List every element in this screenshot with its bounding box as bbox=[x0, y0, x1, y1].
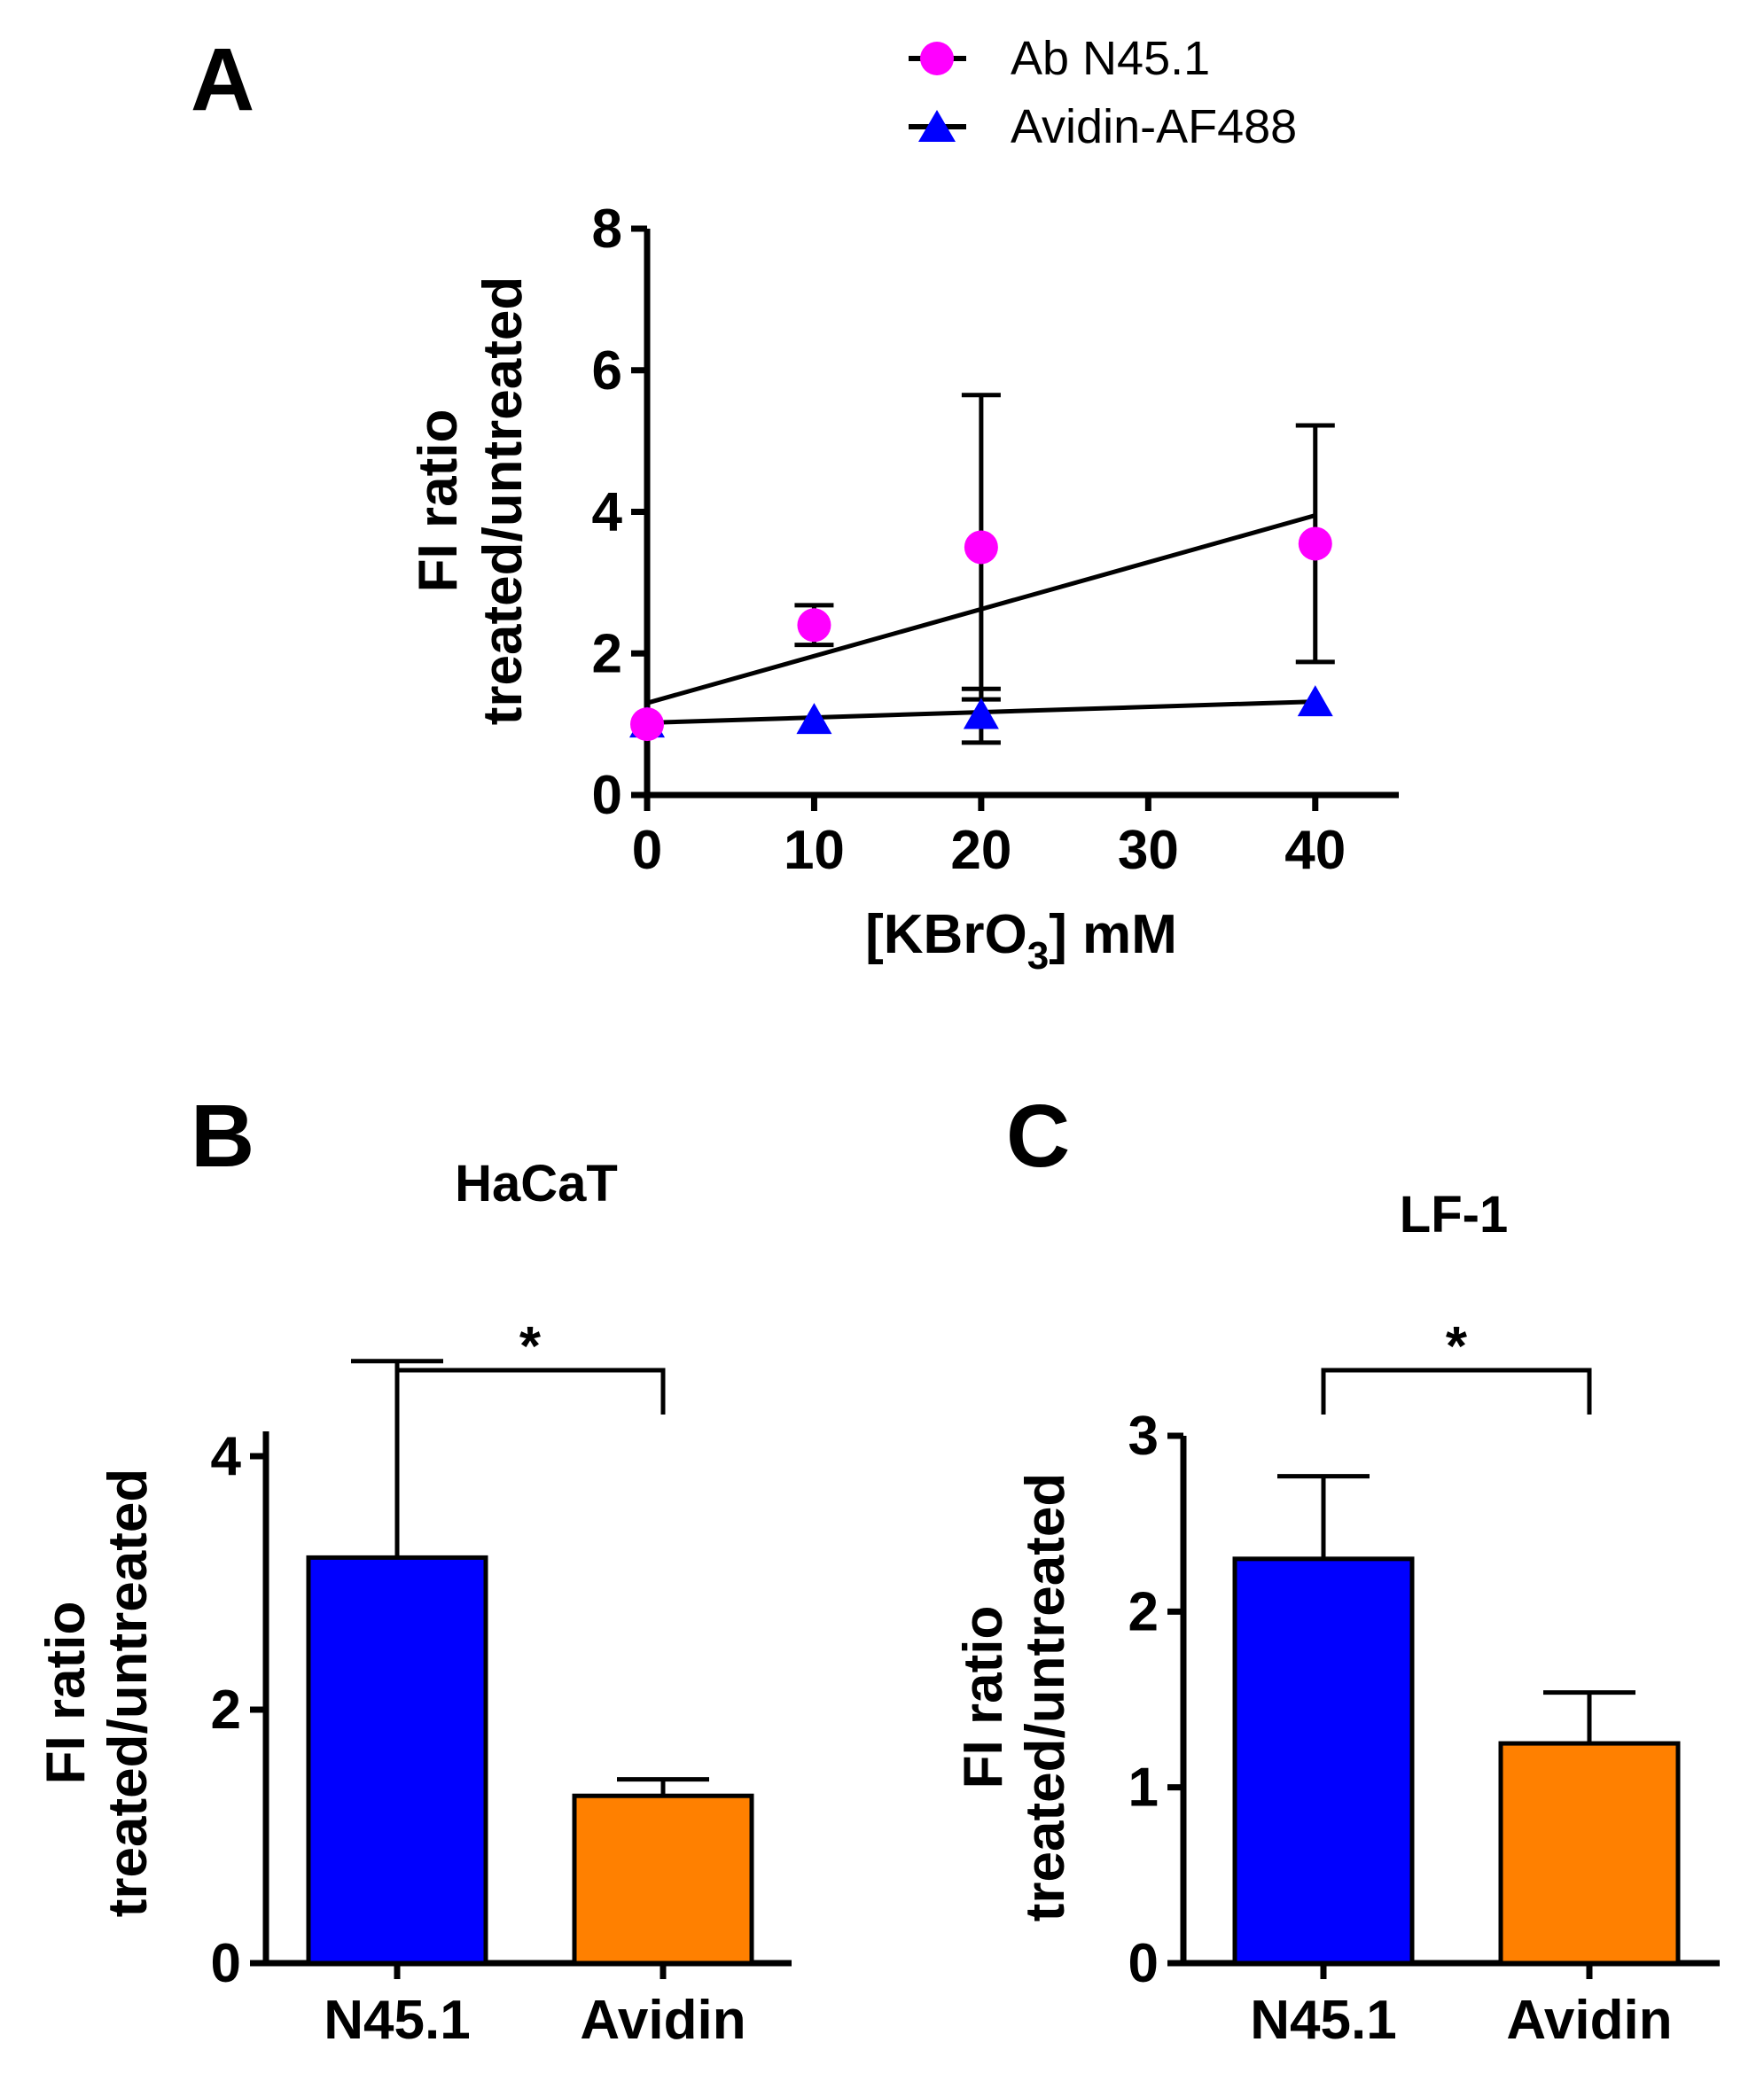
panel-c-letter: C bbox=[1006, 1087, 1070, 1186]
legend: Ab N45.1 Avidin-AF488 bbox=[909, 32, 1297, 153]
panel-a-data bbox=[629, 393, 1335, 745]
panel-b-ylabel-line2: treated/untreated bbox=[98, 1469, 159, 1917]
panel-a-ylabel-line1: FI ratio bbox=[408, 409, 469, 593]
data-point bbox=[630, 707, 664, 742]
x-tick-label: N45.1 bbox=[1250, 1990, 1396, 2051]
panel-c-plot: 0 1 2 3 N45.1 Avidin * bbox=[1128, 1316, 1720, 2051]
data-point bbox=[963, 698, 999, 729]
panel-c-ylabel-line1: FI ratio bbox=[953, 1606, 1014, 1789]
legend-marker-avidin bbox=[918, 110, 956, 142]
panel-a-ylabel-line2: treated/untreated bbox=[472, 277, 534, 725]
y-tick-label: 2 bbox=[1128, 1581, 1159, 1642]
x-tick-label: Avidin bbox=[580, 1990, 745, 2051]
y-tick-label: 2 bbox=[592, 623, 622, 684]
bar bbox=[1498, 1741, 1681, 1966]
panel-a-letter: A bbox=[191, 30, 254, 129]
data-point bbox=[1298, 526, 1332, 561]
significance-star: * bbox=[1446, 1316, 1468, 1377]
panel-a-chart: Ab N45.1 Avidin-AF488 0 2 4 6 8 0 10 20 30 40 FI … bbox=[408, 32, 1399, 978]
y-tick-label: 4 bbox=[592, 482, 623, 543]
panel-c-chart: LF-1 FI ratio treated/untreated 0 1 2 3 N45.… bbox=[953, 1186, 1720, 2051]
data-point bbox=[1297, 685, 1333, 717]
y-tick-label: 8 bbox=[592, 199, 622, 260]
data-point bbox=[796, 703, 832, 735]
bar bbox=[572, 1793, 754, 1966]
x-tick-label: N45.1 bbox=[324, 1990, 470, 2051]
significance-bracket bbox=[1321, 1368, 1592, 1415]
x-tick-label: 0 bbox=[632, 820, 662, 881]
panel-c-title: LF-1 bbox=[1400, 1186, 1508, 1243]
significance-star: * bbox=[519, 1316, 542, 1377]
legend-label-avidin: Avidin-AF488 bbox=[1011, 100, 1297, 153]
x-tick-label: Avidin bbox=[1506, 1990, 1672, 2051]
x-tick-label: 40 bbox=[1284, 820, 1346, 881]
panel-b-chart: HaCaT FI ratio treated/untreated 0 2 4 N45.… bbox=[35, 1155, 792, 2051]
y-tick-label: 4 bbox=[211, 1426, 242, 1487]
panel-b-letter: B bbox=[191, 1087, 254, 1186]
y-tick-label: 6 bbox=[592, 340, 622, 401]
y-tick-label: 0 bbox=[592, 765, 622, 826]
data-point bbox=[797, 608, 831, 643]
legend-marker-ab bbox=[920, 42, 954, 75]
bar bbox=[306, 1555, 488, 1966]
y-tick-label: 0 bbox=[211, 1933, 241, 1994]
x-tick-label: 20 bbox=[950, 820, 1011, 881]
x-tick-label: 30 bbox=[1118, 820, 1179, 881]
panel-b-title: HaCaT bbox=[455, 1155, 618, 1212]
y-tick-label: 0 bbox=[1128, 1933, 1159, 1994]
x-tick-label: 10 bbox=[784, 820, 845, 881]
panel-a-xlabel: [KBrO3] mM bbox=[865, 904, 1177, 978]
panel-c-ylabel-line2: treated/untreated bbox=[1015, 1473, 1076, 1921]
y-tick-label: 2 bbox=[211, 1680, 241, 1741]
panel-a-axes: 0 2 4 6 8 0 10 20 30 40 bbox=[592, 199, 1399, 881]
y-tick-label: 3 bbox=[1128, 1406, 1159, 1467]
panel-b-plot: 0 2 4 N45.1 Avidin * bbox=[211, 1316, 792, 2051]
legend-label-ab: Ab N45.1 bbox=[1011, 32, 1210, 85]
data-point bbox=[964, 530, 998, 565]
y-tick-label: 1 bbox=[1128, 1758, 1159, 1819]
bar bbox=[1232, 1556, 1415, 1966]
panel-b-ylabel-line1: FI ratio bbox=[35, 1602, 97, 1785]
significance-bracket bbox=[394, 1368, 666, 1415]
